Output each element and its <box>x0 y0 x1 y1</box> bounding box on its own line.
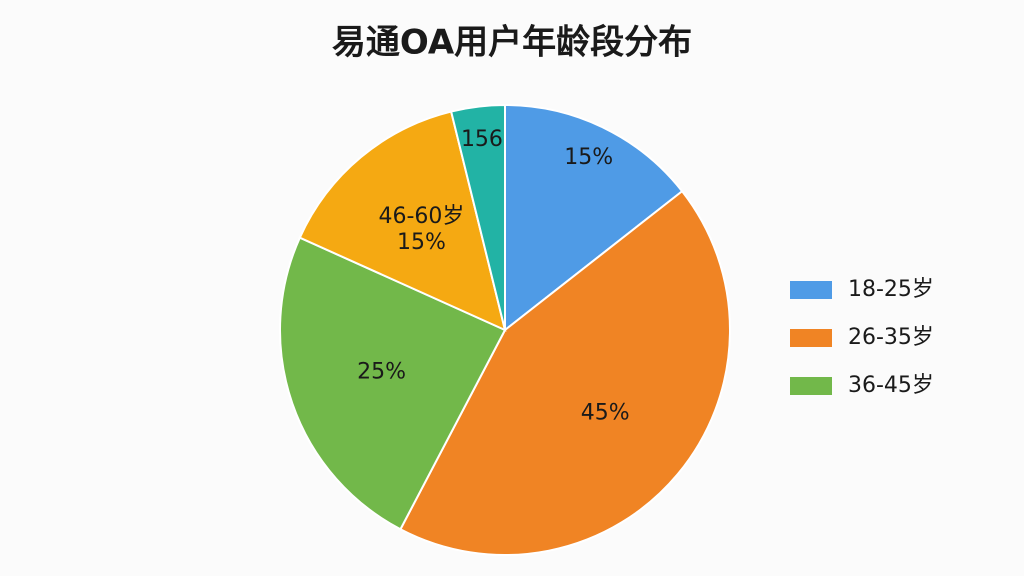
pie-slice <box>449 103 506 331</box>
legend-label: 26-35岁 <box>848 325 934 350</box>
legend-label: 36-45岁 <box>848 373 934 398</box>
legend-label: 18-25岁 <box>848 277 934 302</box>
legend-swatch <box>790 281 832 299</box>
slice-category-label: 46-60岁 <box>378 204 464 229</box>
slice-value-label: 15% <box>397 230 446 255</box>
pie-slice <box>279 236 507 531</box>
pie-slice <box>504 103 684 333</box>
slice-value-label: 15% <box>564 145 613 170</box>
legend-swatch <box>790 329 832 347</box>
pie-slice <box>298 110 507 332</box>
chart-title: 易通OA用户年龄段分布 <box>332 23 692 63</box>
slice-value-label: 25% <box>357 360 406 385</box>
legend-swatch <box>790 377 832 395</box>
slice-value-label: 45% <box>581 401 630 426</box>
annotation: 156 <box>461 127 503 152</box>
pie-slice <box>399 189 732 556</box>
